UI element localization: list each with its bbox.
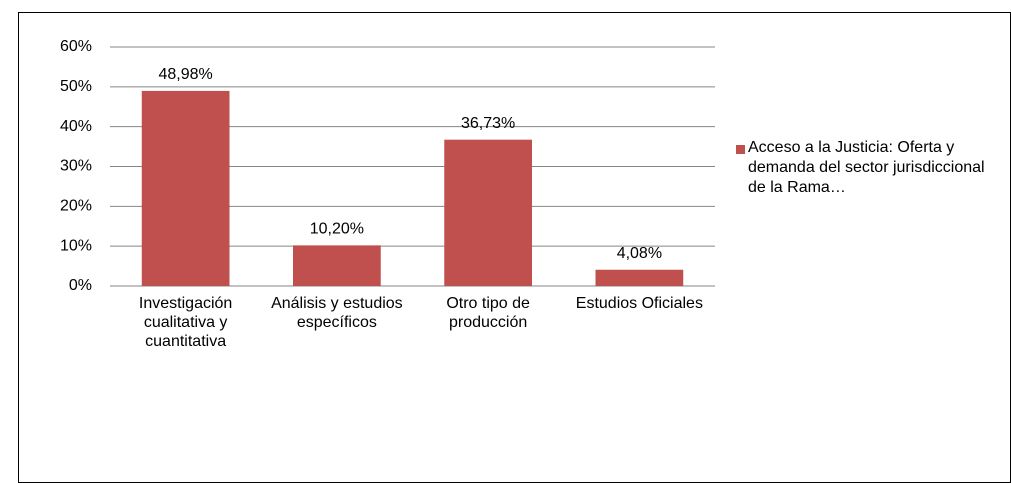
data-label: 10,20% xyxy=(310,221,364,238)
data-label: 36,73% xyxy=(461,115,515,132)
legend-swatch xyxy=(736,145,745,154)
y-tick-label: 40% xyxy=(60,118,92,135)
y-tick-label: 60% xyxy=(60,38,92,55)
bar xyxy=(595,269,684,286)
x-tick-label: Investigación cualitativa y cuantitativa xyxy=(138,295,233,350)
x-tick-label: Análisis y estudios específicos xyxy=(271,295,403,331)
y-tick-label: 30% xyxy=(60,158,92,175)
x-tick-label: Otro tipo de producción xyxy=(446,295,530,331)
legend-label: Acceso a la Justicia: Oferta y demanda d… xyxy=(748,139,985,196)
data-label: 4,08% xyxy=(617,245,662,262)
bar xyxy=(141,90,230,286)
bar xyxy=(293,245,381,286)
y-tick-label: 10% xyxy=(60,237,92,254)
y-tick-label: 20% xyxy=(60,198,92,215)
y-tick-label: 0% xyxy=(69,277,92,294)
legend: Acceso a la Justicia: Oferta y demanda d… xyxy=(736,138,996,198)
bar xyxy=(444,139,532,286)
y-tick-label: 50% xyxy=(60,78,92,95)
x-tick-label: Estudios Oficiales xyxy=(575,295,703,312)
data-label: 48,98% xyxy=(158,66,212,83)
